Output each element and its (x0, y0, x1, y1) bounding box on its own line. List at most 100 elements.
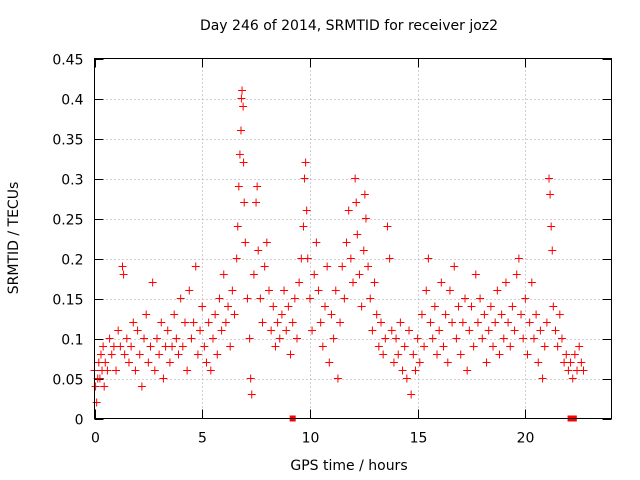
data-point (413, 334, 422, 343)
data-point (433, 350, 442, 359)
data-point (424, 254, 433, 263)
data-point (454, 302, 463, 311)
x-tick-label: 20 (517, 431, 535, 447)
data-point (351, 174, 360, 183)
data-point (549, 302, 558, 311)
data-point (246, 374, 255, 383)
y-tick-label: 0.35 (52, 133, 83, 149)
data-point (256, 294, 265, 303)
data-point (114, 326, 123, 335)
data-point (536, 326, 545, 335)
data-point (570, 350, 579, 359)
data-point (400, 342, 409, 351)
data-point (107, 350, 116, 359)
data-point (300, 174, 309, 183)
data-point (430, 302, 439, 311)
data-point (555, 310, 564, 319)
data-point (226, 342, 235, 351)
data-point (280, 286, 289, 295)
data-point (456, 350, 465, 359)
data-point (252, 198, 261, 207)
data-point (355, 270, 364, 279)
data-point (284, 302, 293, 311)
chart-title: Day 246 of 2014, SRMTID for receiver joz… (200, 18, 498, 34)
data-point (193, 350, 202, 359)
x-tick-label: 10 (302, 431, 320, 447)
data-point (133, 326, 142, 335)
data-point (577, 358, 586, 367)
data-point (545, 174, 554, 183)
data-point (215, 294, 224, 303)
data-point (310, 270, 319, 279)
data-point (529, 334, 538, 343)
data-point (463, 366, 472, 375)
data-point (396, 318, 405, 327)
data-point (383, 222, 392, 231)
data-point (534, 358, 543, 367)
data-point (264, 286, 273, 295)
data-point (146, 342, 155, 351)
data-point (465, 326, 474, 335)
y-tick-label: 0 (75, 413, 84, 429)
x-tick-label: 0 (91, 431, 100, 447)
data-point (398, 366, 407, 375)
data-point (476, 294, 485, 303)
data-point (314, 286, 323, 295)
data-point (482, 358, 491, 367)
data-point (501, 278, 510, 287)
data-point (435, 326, 444, 335)
data-point (370, 278, 379, 287)
data-point (155, 350, 164, 359)
data-point (135, 350, 144, 359)
data-point (514, 254, 523, 263)
data-point (489, 342, 498, 351)
data-point (260, 262, 269, 271)
data-point (96, 350, 105, 359)
data-point (299, 222, 308, 231)
data-point (342, 238, 351, 247)
data-point (557, 334, 566, 343)
data-point (548, 246, 557, 255)
data-point (271, 342, 280, 351)
data-point (180, 318, 189, 327)
data-point (364, 262, 373, 271)
data-point (92, 398, 101, 407)
data-point (168, 342, 177, 351)
data-point (232, 254, 241, 263)
data-point (422, 286, 431, 295)
data-point (292, 334, 301, 343)
data-point (233, 222, 242, 231)
data-point (140, 334, 149, 343)
data-point (441, 310, 450, 319)
data-point (568, 374, 577, 383)
data-point (333, 374, 342, 383)
data-point (159, 374, 168, 383)
data-point (478, 334, 487, 343)
data-point (239, 158, 248, 167)
data-point (377, 318, 386, 327)
y-tick-label: 0.45 (52, 53, 83, 69)
data-point (506, 342, 515, 351)
data-point (282, 326, 291, 335)
data-point (236, 126, 245, 135)
data-point (523, 350, 532, 359)
data-point (381, 334, 390, 343)
data-point (206, 366, 215, 375)
data-point (148, 278, 157, 287)
data-point (91, 382, 100, 391)
data-point (445, 286, 454, 295)
data-point (517, 310, 526, 319)
data-point (152, 334, 161, 343)
data-points (90, 86, 588, 407)
data-point (359, 246, 368, 255)
data-point (178, 342, 187, 351)
data-point (127, 342, 136, 351)
data-point (249, 270, 258, 279)
y-tick-label: 0.15 (52, 293, 83, 309)
data-point (277, 310, 286, 319)
data-point (174, 350, 183, 359)
data-point (493, 286, 502, 295)
data-point (262, 238, 271, 247)
data-point (538, 374, 547, 383)
data-point (253, 182, 262, 191)
